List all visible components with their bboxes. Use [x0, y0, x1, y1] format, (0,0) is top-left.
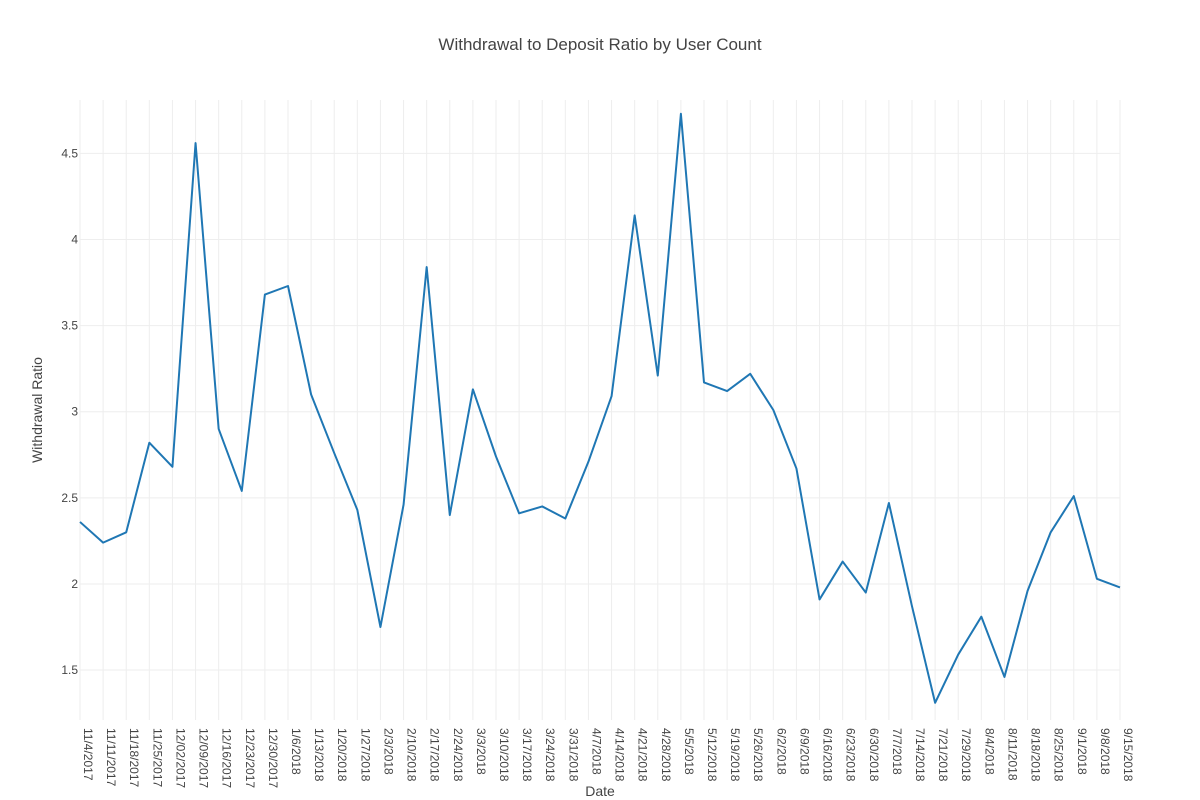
x-tick-label: 2/24/2018 — [451, 728, 465, 782]
x-tick-label: 8/11/2018 — [1005, 728, 1019, 781]
x-tick-label: 4/14/2018 — [613, 728, 627, 782]
x-tick-label: 7/29/2018 — [959, 728, 973, 782]
x-tick-label: 6/23/2018 — [844, 728, 858, 782]
y-tick-labels: 1.5 2 2.5 3 3.5 4 4.5 — [61, 146, 78, 677]
x-tick-label: 11/11/2017 — [104, 728, 118, 787]
x-tick-label: 3/31/2018 — [566, 728, 580, 782]
y-tick-label: 3.5 — [61, 319, 78, 333]
x-tick-label: 3/17/2018 — [520, 728, 534, 782]
y-axis-title: Withdrawal Ratio — [29, 357, 45, 463]
x-gridlines — [79, 100, 1121, 720]
y-tick-label: 2.5 — [61, 491, 78, 505]
y-tick-label: 2 — [71, 577, 78, 591]
y-tick-label: 4.5 — [61, 146, 78, 160]
x-tick-label: 2/3/2018 — [381, 728, 395, 775]
x-tick-label: 5/12/2018 — [705, 728, 719, 782]
x-tick-label: 8/18/2018 — [1029, 728, 1043, 782]
series-line — [79, 112, 1121, 704]
x-tick-label: 5/19/2018 — [728, 728, 742, 782]
x-tick-label: 12/09/2017 — [197, 728, 211, 788]
x-tick-label: 9/15/2018 — [1121, 728, 1135, 782]
x-tick-label: 1/6/2018 — [289, 728, 303, 775]
x-tick-label: 2/10/2018 — [405, 728, 419, 782]
x-tick-label: 8/25/2018 — [1052, 728, 1066, 782]
x-tick-label: 3/10/2018 — [497, 728, 511, 782]
y-tick-label: 3 — [71, 405, 78, 419]
x-tick-label: 7/21/2018 — [936, 728, 950, 782]
x-tick-label: 5/5/2018 — [682, 728, 696, 775]
x-tick-labels: 11/4/2017 11/11/2017 11/18/2017 11/25/2017 1… — [81, 728, 1135, 788]
x-tick-label: 1/13/2018 — [312, 728, 326, 782]
x-tick-label: 4/21/2018 — [636, 728, 650, 782]
x-tick-label: 5/26/2018 — [751, 728, 765, 782]
y-gridlines — [80, 152, 1120, 671]
x-tick-label: 4/28/2018 — [659, 728, 673, 782]
x-tick-label: 6/9/2018 — [797, 728, 811, 775]
chart-title: Withdrawal to Deposit Ratio by User Coun… — [438, 35, 761, 54]
x-tick-label: 2/17/2018 — [428, 728, 442, 782]
x-tick-label: 7/7/2018 — [890, 728, 904, 775]
x-tick-label: 7/14/2018 — [913, 728, 927, 782]
x-tick-label: 3/24/2018 — [543, 728, 557, 782]
x-tick-label: 6/16/2018 — [821, 728, 835, 782]
x-tick-label: 6/2/2018 — [774, 728, 788, 775]
x-tick-label: 3/3/2018 — [474, 728, 488, 775]
x-tick-label: 4/7/2018 — [589, 728, 603, 775]
x-tick-label: 12/02/2017 — [173, 728, 187, 788]
x-tick-label: 1/27/2018 — [358, 728, 372, 782]
x-tick-label: 12/16/2017 — [220, 728, 234, 788]
x-tick-label: 11/18/2017 — [127, 728, 141, 787]
x-tick-label: 11/25/2017 — [150, 728, 164, 787]
x-tick-label: 9/1/2018 — [1075, 728, 1089, 775]
x-axis-title: Date — [585, 783, 615, 799]
x-tick-label: 12/30/2017 — [266, 728, 280, 788]
x-tick-label: 9/8/2018 — [1098, 728, 1112, 775]
x-tick-label: 8/4/2018 — [982, 728, 996, 775]
x-tick-label: 12/23/2017 — [243, 728, 257, 788]
y-tick-label: 1.5 — [61, 663, 78, 677]
x-tick-label: 1/20/2018 — [335, 728, 349, 782]
y-tick-label: 4 — [71, 233, 78, 247]
x-tick-label: 11/4/2017 — [81, 728, 95, 781]
x-tick-label: 6/30/2018 — [867, 728, 881, 782]
